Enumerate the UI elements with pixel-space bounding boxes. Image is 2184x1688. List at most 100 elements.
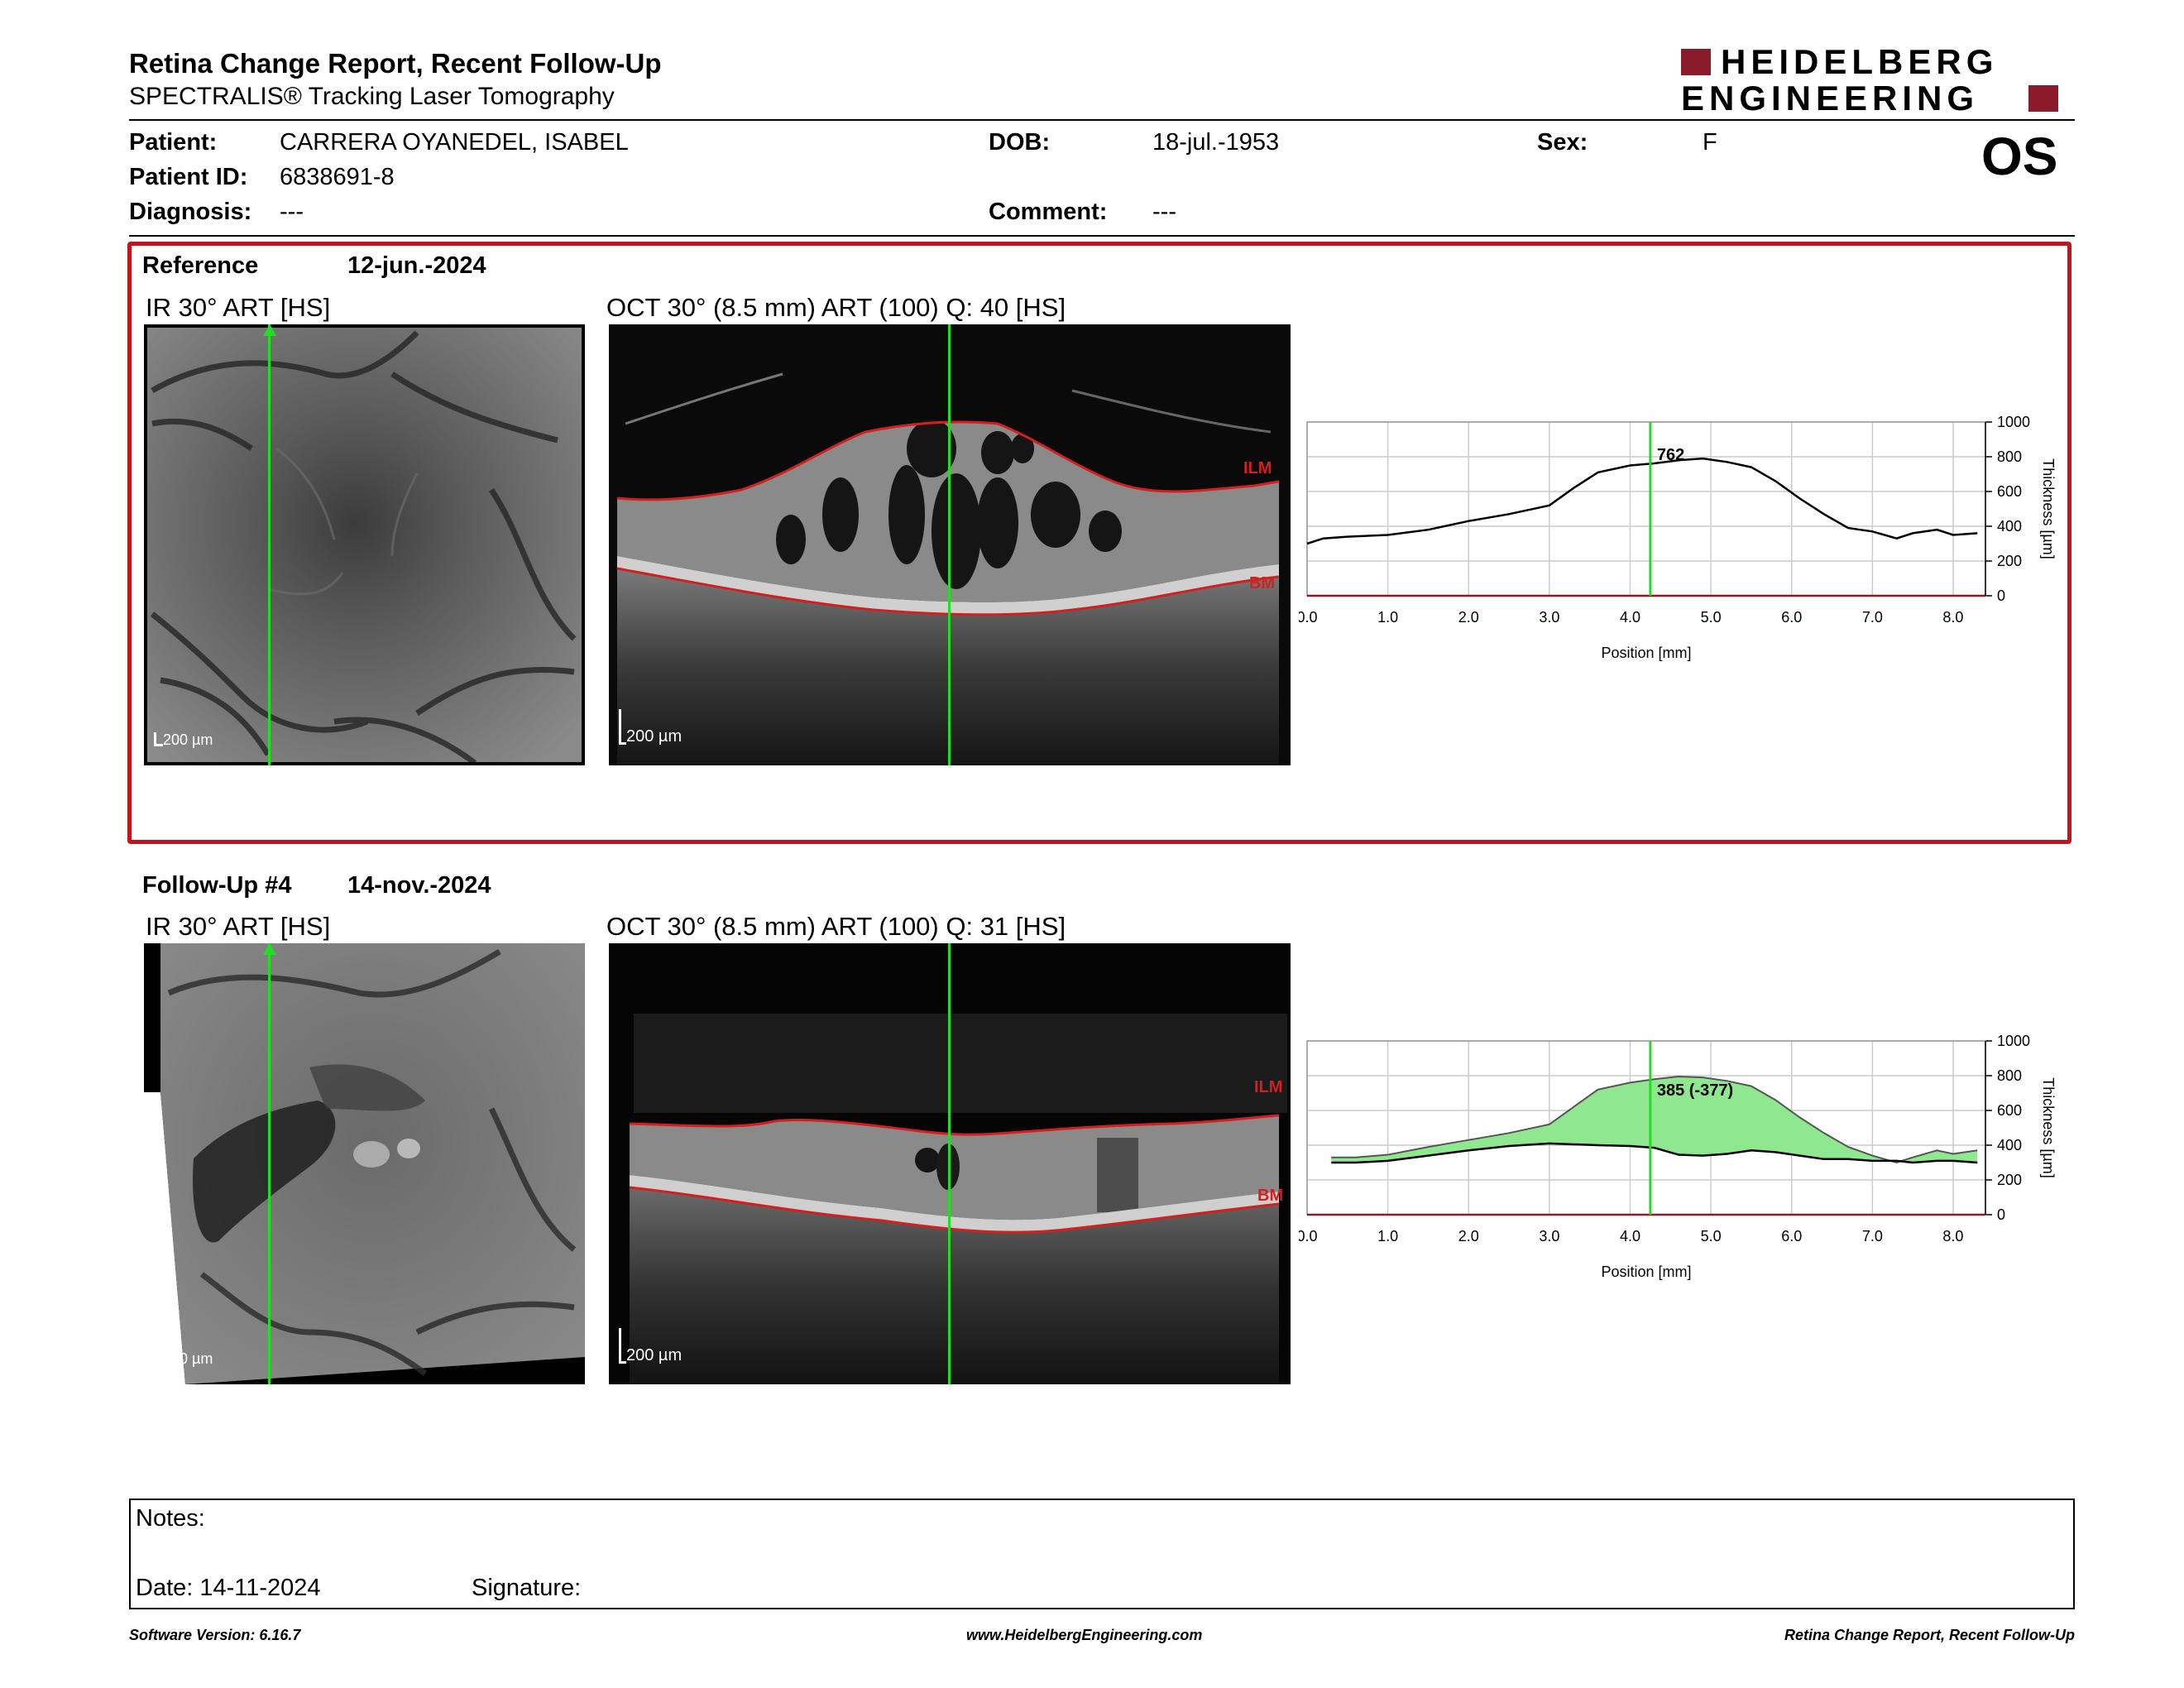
arrow-up-icon	[263, 324, 276, 336]
report-subtitle: SPECTRALIS® Tracking Laser Tomography	[129, 83, 615, 110]
patient-label: Patient:	[129, 129, 218, 156]
followup-bm-label: BM	[1257, 1187, 1284, 1205]
reference-ir-image[interactable]: 200 µm	[144, 324, 585, 765]
reference-oct-scan-line	[948, 324, 951, 765]
reference-label: Reference	[142, 252, 259, 279]
marker-annotation: 385 (-377)	[1657, 1081, 1733, 1100]
x-tick-label: 1.0	[1377, 1228, 1398, 1244]
reference-date: 12-jun.-2024	[347, 252, 486, 279]
y-tick-label: 400	[1997, 518, 2022, 535]
x-tick-label: 3.0	[1539, 1228, 1559, 1244]
comment-label: Comment:	[989, 199, 1108, 225]
y-tick-label: 600	[1997, 1102, 2022, 1119]
x-tick-label: 2.0	[1458, 1228, 1479, 1244]
logo-square-top	[1681, 49, 1711, 75]
x-tick-label: 5.0	[1701, 609, 1722, 626]
y-tick-label: 0	[1997, 1206, 2005, 1223]
x-tick-label: 4.0	[1620, 1228, 1640, 1244]
x-tick-label: 4.0	[1620, 609, 1640, 626]
dob-value: 18-jul.-1953	[1152, 129, 1280, 156]
x-tick-label: 3.0	[1539, 609, 1559, 626]
followup-oct-scale-text: 200 µm	[626, 1346, 682, 1364]
followup-ir-scan-line	[268, 943, 271, 1384]
y-tick-label: 0	[1997, 587, 2005, 604]
y-tick-label: 800	[1997, 448, 2022, 465]
report-title: Retina Change Report, Recent Follow-Up	[129, 48, 662, 79]
reference-oct-scalebar: 200 µm	[619, 709, 682, 746]
patient-id-label: Patient ID:	[129, 164, 248, 190]
footer-report-name: Retina Change Report, Recent Follow-Up	[1784, 1627, 2075, 1643]
thickness-line	[1306, 457, 1978, 545]
website-link[interactable]: www.HeidelbergEngineering.com	[966, 1627, 1203, 1643]
x-tick-label: 8.0	[1942, 1228, 1963, 1244]
x-tick-label: 6.0	[1781, 609, 1802, 626]
marker-annotation: 762	[1657, 446, 1684, 464]
logo-line1: HEIDELBERG	[1721, 42, 1999, 81]
x-tick-label: 8.0	[1942, 609, 1963, 626]
dob-label: DOB:	[989, 129, 1051, 156]
x-axis-label: Position [mm]	[1601, 645, 1691, 661]
sex-label: Sex:	[1537, 129, 1588, 156]
plot-frame	[1306, 421, 1986, 597]
x-tick-label: 6.0	[1781, 1228, 1802, 1244]
followup-oct-label: OCT 30° (8.5 mm) ART (100) Q: 31 [HS]	[606, 912, 1066, 941]
reference-thickness-svg: 0.0 1.0 2.0 3.0 4.0 5.0 6.0 7.0 8.0 0 200 400 600 800…	[1296, 414, 2057, 661]
patient-name: CARRERA OYANEDEL, ISABEL	[280, 129, 629, 156]
reference-ir-scale-text: 200 µm	[163, 731, 213, 748]
logo-square-bottom	[2028, 85, 2058, 112]
y-tick-label: 1000	[1997, 414, 2030, 430]
y-tick-label: 800	[1997, 1067, 2022, 1084]
logo-line2: ENGINEERING	[1681, 79, 1980, 117]
x-tick-label: 7.0	[1862, 609, 1883, 626]
x-tick-label: 7.0	[1862, 1228, 1883, 1244]
header-divider	[129, 119, 2075, 121]
followup-date: 14-nov.-2024	[347, 872, 491, 899]
software-version: Software Version: 6.16.7	[129, 1627, 301, 1643]
x-tick-label: 0.0	[1299, 1228, 1318, 1244]
y-tick-label: 1000	[1997, 1033, 2030, 1049]
y-axis-label: Thickness [µm]	[2040, 458, 2057, 559]
scalebar-icon	[154, 1351, 163, 1365]
difference-area	[1331, 1077, 1978, 1163]
followup-thickness-chart: 0.0 1.0 2.0 3.0 4.0 5.0 6.0 7.0 8.0 0 200 400 600 800…	[1296, 1024, 2076, 1297]
reference-frame	[127, 242, 2071, 844]
diagnosis-value: ---	[280, 199, 304, 225]
x-tick-label: 0.0	[1299, 609, 1318, 626]
followup-ir-scalebar: 200 µm	[154, 1350, 213, 1368]
followup-oct-scan-line	[948, 943, 951, 1384]
followup-thickness-svg: 0.0 1.0 2.0 3.0 4.0 5.0 6.0 7.0 8.0 0 200 400 600 800…	[1296, 1033, 2057, 1280]
followup-oct-image[interactable]: ILM BM 200 µm	[609, 943, 1291, 1384]
y-tick-label: 400	[1997, 1137, 2022, 1153]
reference-ilm-label: ILM	[1243, 459, 1272, 477]
x-tick-label: 2.0	[1458, 609, 1479, 626]
y-tick-label: 600	[1997, 483, 2022, 500]
sex-value: F	[1703, 129, 1717, 156]
brand-logo: HEIDELBERG ENGINEERING	[1681, 42, 2062, 120]
followup-ir-image[interactable]: 200 µm	[144, 943, 585, 1384]
eye-indicator: OS	[1981, 127, 2058, 186]
signature-label: Signature:	[472, 1575, 582, 1601]
x-tick-label: 5.0	[1701, 1228, 1722, 1244]
y-axis-label: Thickness [µm]	[2040, 1077, 2057, 1177]
reference-oct-image[interactable]: ILM BM 200 µm	[609, 324, 1291, 765]
followup-oct-scalebar: 200 µm	[619, 1328, 682, 1365]
notes-date: Date: 14-11-2024	[136, 1575, 321, 1601]
followup-ilm-label: ILM	[1254, 1078, 1283, 1096]
comment-value: ---	[1152, 199, 1176, 225]
x-tick-label: 1.0	[1377, 609, 1398, 626]
arrow-up-icon	[263, 943, 276, 955]
notes-box[interactable]: Notes: Date: 14-11-2024 Signature:	[129, 1499, 2075, 1609]
reference-ir-scalebar: 200 µm	[154, 731, 213, 749]
notes-label: Notes:	[136, 1505, 205, 1532]
x-axis-label: Position [mm]	[1601, 1264, 1691, 1280]
reference-ir-label: IR 30° ART [HS]	[146, 293, 331, 322]
followup-label: Follow-Up #4	[142, 872, 292, 899]
scalebar-icon	[619, 1328, 626, 1364]
diagnosis-label: Diagnosis:	[129, 199, 252, 225]
reference-thickness-chart: 0.0 1.0 2.0 3.0 4.0 5.0 6.0 7.0 8.0 0 200 400 600 800…	[1296, 405, 2076, 679]
reference-ir-scan-line	[268, 324, 271, 765]
scalebar-icon	[619, 709, 626, 745]
reference-oct-label: OCT 30° (8.5 mm) ART (100) Q: 40 [HS]	[606, 293, 1066, 322]
patient-id-value: 6838691-8	[280, 164, 395, 190]
reference-oct-scale-text: 200 µm	[626, 727, 682, 746]
